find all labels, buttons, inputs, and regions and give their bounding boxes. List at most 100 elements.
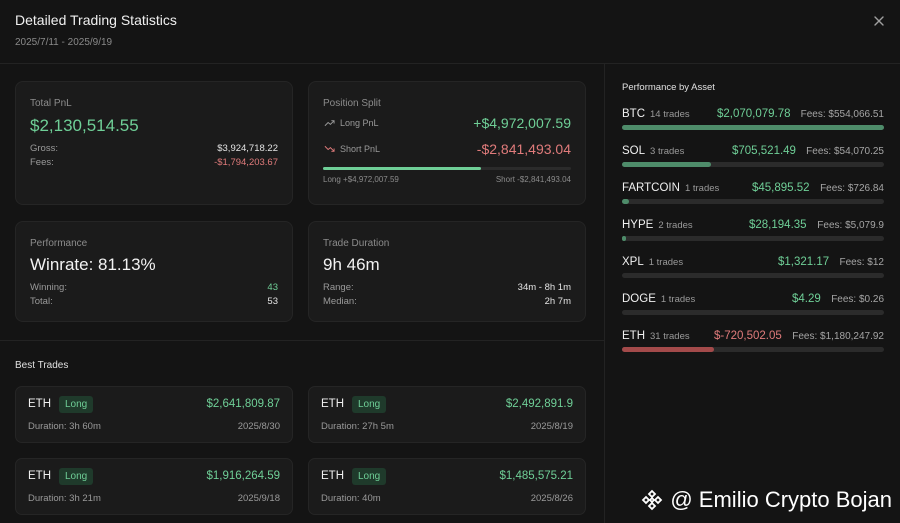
winning-value: 43 xyxy=(267,282,278,293)
asset-row-xpl[interactable]: XPL 1 trades $1,321.17 Fees: $12 xyxy=(622,256,884,293)
long-pnl-value: +$4,972,007.59 xyxy=(473,115,571,131)
trade-duration: Duration: 27h 5m xyxy=(321,421,394,432)
gross-row: Gross: $3,924,718.22 xyxy=(30,143,278,154)
total-pnl-value: $2,130,514.55 xyxy=(30,116,139,135)
asset-bar-track xyxy=(622,273,884,278)
range-value: 34m - 8h 1m xyxy=(517,282,571,293)
short-pnl-label: Short PnL xyxy=(340,144,381,154)
asset-bar-fill xyxy=(622,199,629,204)
header-divider xyxy=(0,63,900,64)
trade-duration-card: Trade Duration 9h 46m Range: 34m - 8h 1m… xyxy=(308,221,586,322)
column-divider xyxy=(604,64,605,523)
asset-symbol-text: ETH xyxy=(622,330,645,342)
split-legend-short: Short -$2,841,493.04 xyxy=(495,175,571,184)
total-label: Total: xyxy=(30,296,53,307)
asset-symbol: XPL 1 trades xyxy=(622,256,683,268)
asset-row-doge[interactable]: DOGE 1 trades $4.29 Fees: $0.26 xyxy=(622,293,884,330)
asset-bar-fill xyxy=(622,125,884,130)
performance-label: Performance xyxy=(30,238,88,249)
close-icon[interactable] xyxy=(872,14,886,28)
split-bar-long-fill xyxy=(323,167,481,170)
short-pnl-value: -$2,841,493.04 xyxy=(476,141,571,157)
asset-trade-count: 2 trades xyxy=(658,220,693,231)
total-pnl-card: Total PnL $2,130,514.55 Gross: $3,924,71… xyxy=(15,81,293,205)
asset-pnl: $2,070,079.78 xyxy=(717,108,791,120)
asset-row-sol[interactable]: SOL 3 trades $705,521.49 Fees: $54,070.25 xyxy=(622,145,884,182)
range-row: Range: 34m - 8h 1m xyxy=(323,282,571,293)
best-trade-card[interactable]: ETH Long $1,485,575.21 Duration: 40m 202… xyxy=(308,458,586,515)
asset-fees: Fees: $12 xyxy=(839,257,884,268)
trade-asset: ETH xyxy=(321,398,344,410)
asset-pnl: $705,521.49 xyxy=(732,145,796,157)
median-label: Median: xyxy=(323,296,357,307)
asset-trade-count: 1 trades xyxy=(660,294,696,305)
asset-pnl: $-720,502.05 xyxy=(714,330,782,342)
asset-bar-fill xyxy=(622,347,714,352)
asset-symbol: SOL 3 trades xyxy=(622,145,684,157)
asset-symbol-text: BTC xyxy=(622,108,645,120)
asset-row-eth[interactable]: ETH 31 trades $-720,502.05 Fees: $1,180,247… xyxy=(622,330,884,367)
trade-amount: $2,641,809.87 xyxy=(206,398,280,410)
best-trade-card[interactable]: ETH Long $2,641,809.87 Duration: 3h 60m … xyxy=(15,386,293,443)
best-trades-divider xyxy=(0,340,604,341)
trade-duration-value: 9h 46m xyxy=(323,255,380,274)
asset-bar-track xyxy=(622,125,884,130)
gross-value: $3,924,718.22 xyxy=(217,143,278,154)
fees-label: Fees: xyxy=(30,157,54,168)
asset-bar-track xyxy=(622,199,884,204)
best-trade-card[interactable]: ETH Long $2,492,891.9 Duration: 27h 5m 2… xyxy=(308,386,586,443)
trade-duration: Duration: 40m xyxy=(321,493,381,504)
median-row: Median: 2h 7m xyxy=(323,296,571,307)
asset-fees: Fees: $54,070.25 xyxy=(806,146,884,157)
asset-bar-track xyxy=(622,310,884,315)
asset-row-btc[interactable]: BTC 14 trades $2,070,079.78 Fees: $554,066.… xyxy=(622,108,884,145)
asset-symbol: DOGE 1 trades xyxy=(622,293,695,305)
asset-symbol: BTC 14 trades xyxy=(622,108,690,120)
asset-pnl: $4.29 xyxy=(792,293,821,305)
trend-down-icon xyxy=(324,145,335,152)
modal-header: Detailed Trading Statistics 2025/7/11 - … xyxy=(15,12,177,48)
asset-bar-fill xyxy=(622,162,712,167)
asset-symbol-text: SOL xyxy=(622,145,646,157)
trend-up-icon xyxy=(324,120,335,127)
asset-trade-count: 1 trades xyxy=(648,257,684,268)
date-range: 2025/7/11 - 2025/9/19 xyxy=(15,37,113,48)
trade-side-badge: Long xyxy=(59,396,94,413)
asset-row-hype[interactable]: HYPE 2 trades $28,194.35 Fees: $5,079.9 xyxy=(622,219,884,256)
watermark: @ Emilio Crypto Bojan xyxy=(640,487,892,513)
trade-date: 2025/8/19 xyxy=(530,421,573,432)
asset-bar-track xyxy=(622,236,884,241)
asset-pnl: $1,321.17 xyxy=(778,256,830,268)
trade-duration: Duration: 3h 60m xyxy=(28,421,101,432)
total-value: 53 xyxy=(267,296,278,307)
winrate-value: Winrate: 81.13% xyxy=(30,255,156,274)
winning-row: Winning: 43 xyxy=(30,282,278,293)
asset-symbol: FARTCOIN 1 trades xyxy=(622,182,719,194)
asset-pnl: $45,895.52 xyxy=(752,182,810,194)
asset-fees: Fees: $0.26 xyxy=(831,294,884,305)
split-bar-track xyxy=(323,167,571,170)
range-label: Range: xyxy=(323,282,354,293)
binance-logo-icon xyxy=(642,489,663,511)
trade-side-badge: Long xyxy=(352,468,387,485)
asset-pnl: $28,194.35 xyxy=(749,219,807,231)
trade-duration-label: Trade Duration xyxy=(323,238,390,249)
asset-trade-count: 31 trades xyxy=(650,331,690,342)
asset-trade-count: 14 trades xyxy=(650,109,690,120)
best-trades-title: Best Trades xyxy=(15,360,69,371)
modal-title: Detailed Trading Statistics xyxy=(15,12,177,28)
total-pnl-label: Total PnL xyxy=(30,98,72,109)
split-legend-long: Long +$4,972,007.59 xyxy=(323,175,399,184)
trade-side-badge: Long xyxy=(59,468,94,485)
asset-trade-count: 1 trades xyxy=(684,183,720,194)
trade-amount: $1,485,575.21 xyxy=(499,470,573,482)
asset-row-fartcoin[interactable]: FARTCOIN 1 trades $45,895.52 Fees: $726.84 xyxy=(622,182,884,219)
fees-value: -$1,794,203.67 xyxy=(214,157,278,168)
trade-asset: ETH xyxy=(321,470,344,482)
trade-side-badge: Long xyxy=(352,396,387,413)
asset-fees: Fees: $1,180,247.92 xyxy=(792,331,884,342)
best-trade-card[interactable]: ETH Long $1,916,264.59 Duration: 3h 21m … xyxy=(15,458,293,515)
median-value: 2h 7m xyxy=(544,296,571,307)
position-split-label: Position Split xyxy=(323,98,381,109)
